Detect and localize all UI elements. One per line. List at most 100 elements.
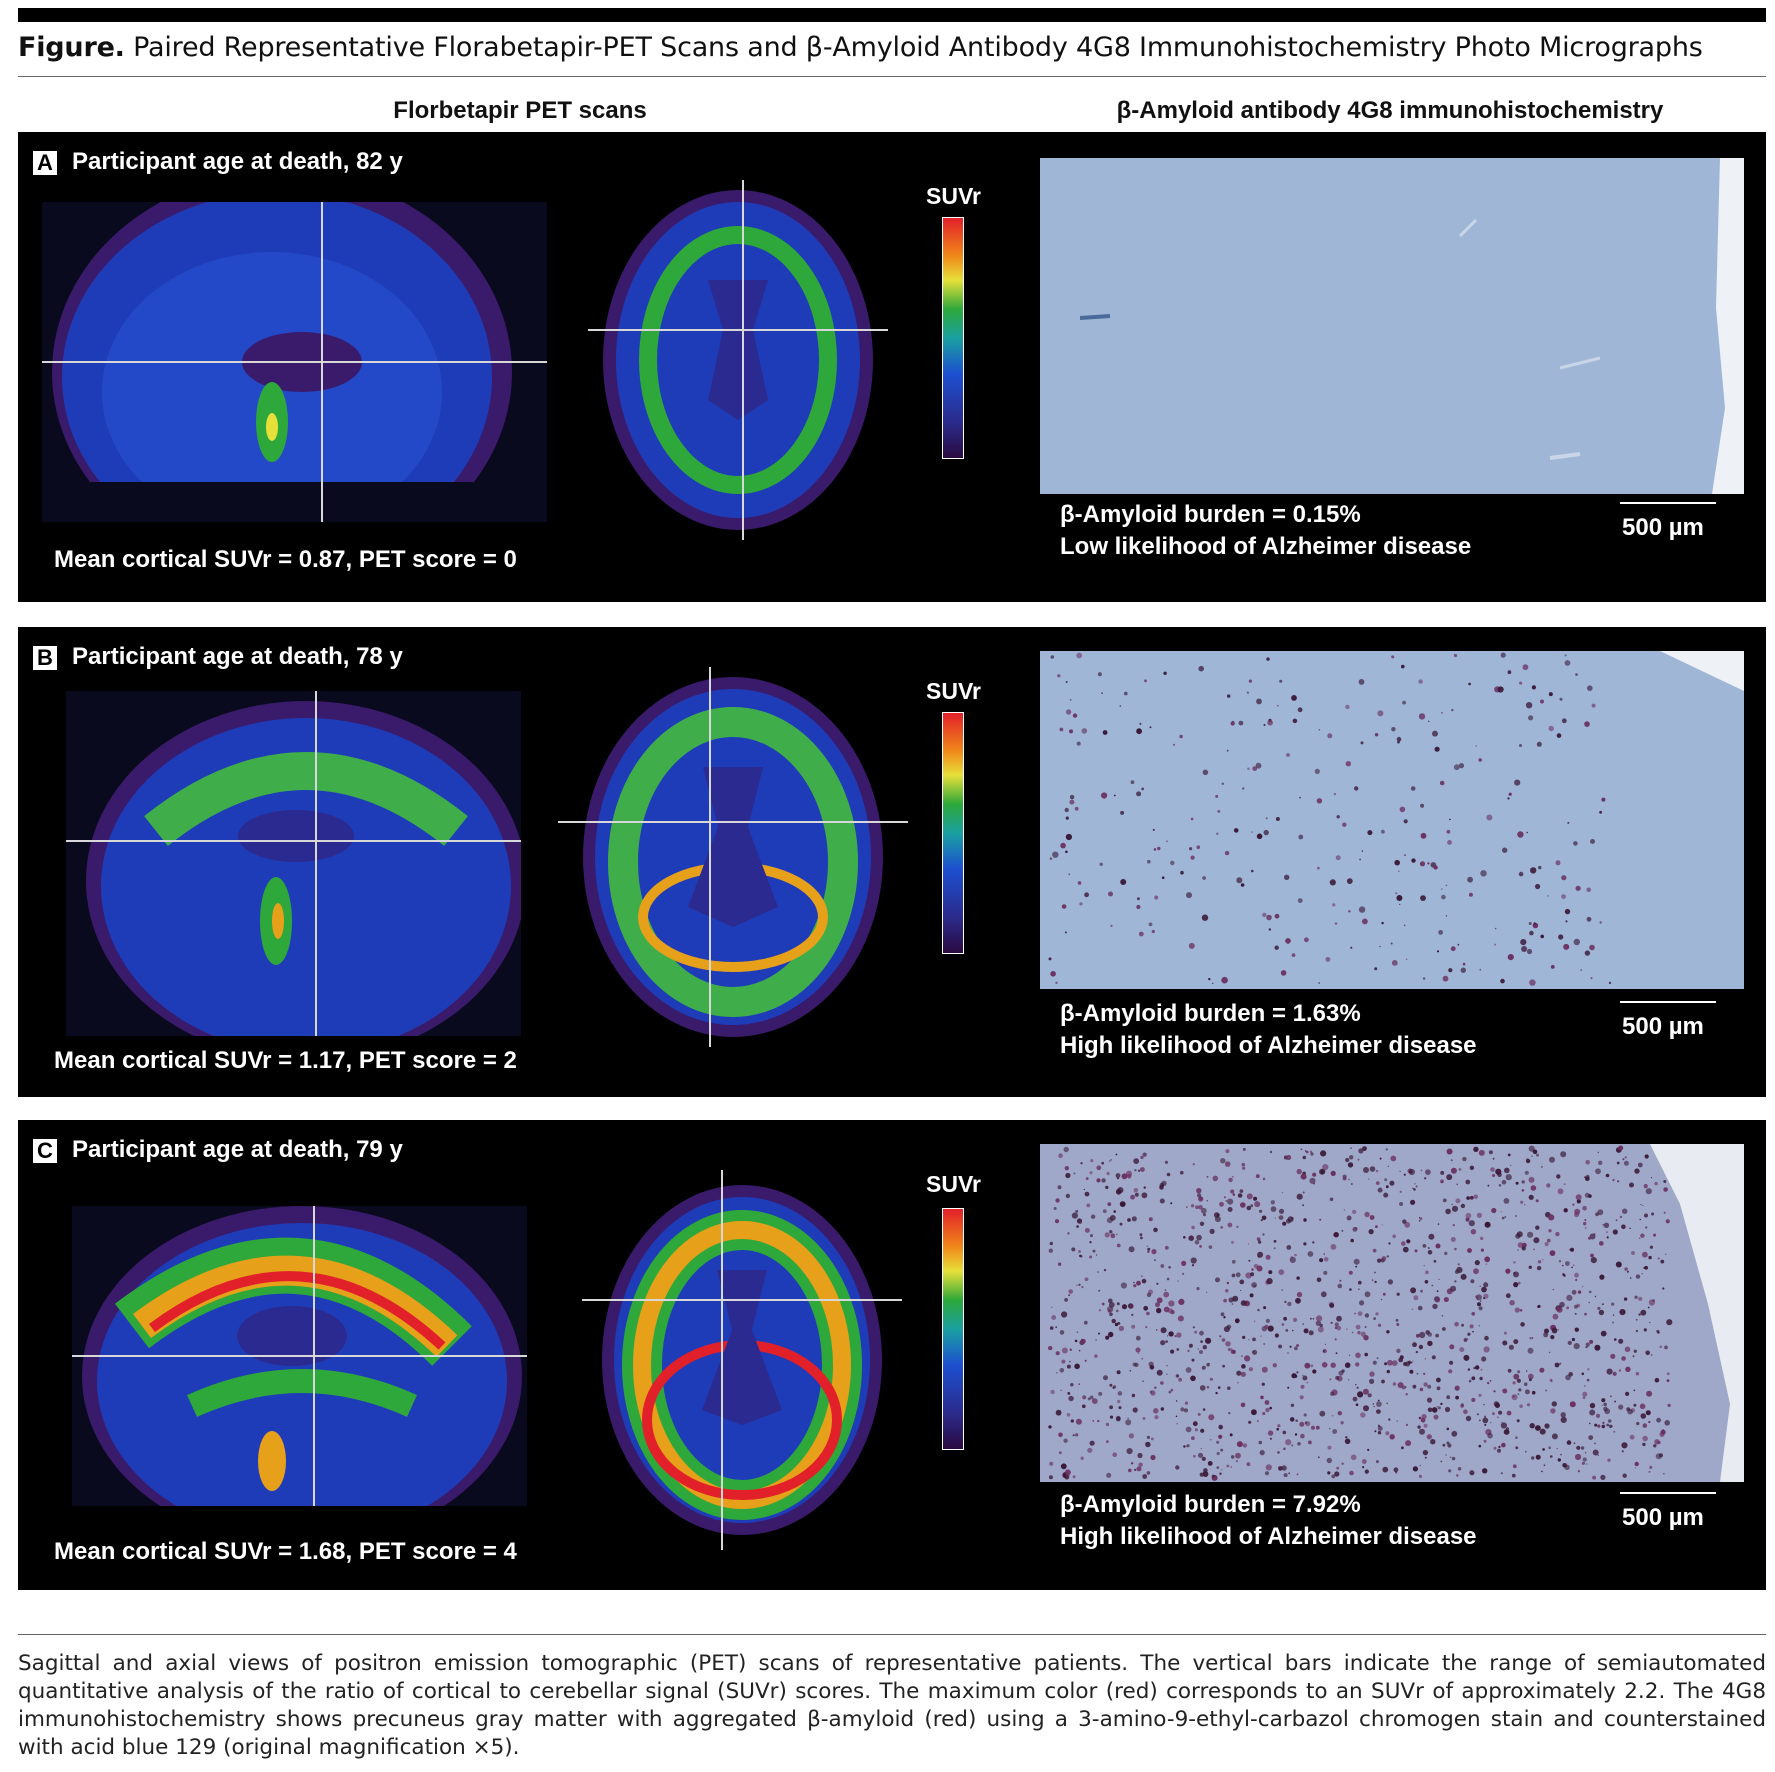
plaque-dot [1564, 654, 1567, 657]
panel-age: Participant age at death, 79 y [72, 1136, 403, 1163]
plaque-dot [1528, 1145, 1535, 1152]
plaque-dot [1266, 657, 1270, 661]
plaque-dot [1281, 1191, 1284, 1194]
plaque-dot [1622, 1158, 1625, 1161]
plaque-dot [1263, 829, 1269, 836]
plaque-dot [1346, 1215, 1352, 1221]
plaque-dot [1405, 1423, 1409, 1426]
plaque-dot [1242, 1443, 1248, 1448]
plaque-dot [1319, 1410, 1326, 1417]
plaque-dot [1115, 1153, 1118, 1156]
plaque-dot [1146, 1311, 1150, 1316]
plaque-dot [1502, 1340, 1508, 1346]
plaque-dot [1516, 1231, 1523, 1238]
plaque-dot [1493, 1446, 1497, 1450]
plaque-dot [1368, 1229, 1374, 1235]
plaque-dot [1195, 1205, 1199, 1209]
plaque-dot [1518, 871, 1524, 877]
plaque-dot [1056, 1372, 1058, 1374]
plaque-dot [1520, 1322, 1525, 1327]
plaque-dot [1467, 1332, 1471, 1336]
plaque-dot [1280, 970, 1287, 976]
plaque-dot [1269, 1406, 1272, 1410]
plaque-dot [1402, 700, 1406, 705]
plaque-dot [1528, 922, 1532, 925]
plaque-dot [1199, 1245, 1202, 1248]
plaque-dot [1597, 1424, 1601, 1428]
plaque-dot [1549, 1378, 1553, 1382]
plaque-dot [1130, 1194, 1135, 1200]
plaque-dot [1349, 1470, 1354, 1476]
plaque-dot [1219, 1201, 1224, 1207]
plaque-dot [1109, 1383, 1113, 1387]
plaque-dot [1506, 1410, 1512, 1416]
plaque-dot [1420, 803, 1425, 808]
plaque-dot [1163, 671, 1167, 675]
plaque-dot [1336, 1315, 1342, 1322]
plaque-dot [1208, 1362, 1210, 1365]
plaque-dot [1625, 1366, 1631, 1372]
plaque-dot [1176, 1348, 1180, 1351]
plaque-dot [1478, 1149, 1485, 1156]
plaque-dot [1065, 709, 1072, 715]
plaque-dot [1118, 1325, 1125, 1332]
plaque-dot [1441, 894, 1446, 900]
plaque-dot [1136, 904, 1141, 910]
plaque-dot [1106, 1472, 1112, 1478]
plaque-dot [1615, 1261, 1622, 1268]
plaque-dot [1507, 954, 1514, 961]
plaque-dot [1098, 1289, 1101, 1292]
plaque-dot [1528, 715, 1534, 721]
plaque-dot [1618, 1404, 1624, 1410]
plaque-dot [1311, 1425, 1315, 1430]
plaque-dot [1614, 1400, 1617, 1403]
plaque-dot [1631, 1251, 1635, 1255]
plaque-dot [1133, 1158, 1140, 1164]
plaque-dot [1585, 1342, 1590, 1347]
plaque-dot [1337, 1411, 1342, 1416]
plaque-dot [1080, 1338, 1086, 1344]
plaque-dot [1154, 1259, 1156, 1261]
plaque-dot [1166, 1172, 1171, 1177]
plaque-dot [1385, 1431, 1390, 1436]
plaque-dot [1190, 1375, 1196, 1382]
plaque-dot [1214, 1216, 1221, 1223]
plaque-dot [1478, 1393, 1482, 1397]
plaque-dot [1533, 1237, 1540, 1244]
plaque-dot [1373, 1317, 1376, 1320]
plaque-dot [1520, 939, 1527, 946]
plaque-dot [1362, 1146, 1367, 1151]
plaque-dot [1049, 1326, 1054, 1330]
plaque-dot [1611, 1302, 1615, 1306]
plaque-dot [1136, 728, 1142, 735]
plaque-dot [1390, 1155, 1397, 1162]
plaque-dot [1476, 1298, 1478, 1300]
plaque-dot [1116, 1233, 1118, 1235]
plaque-dot [1315, 1425, 1320, 1430]
panel-a: A Participant age at death, 82 y SUVr Me [18, 132, 1766, 602]
plaque-dot [1388, 1418, 1391, 1421]
plaque-dot [1300, 1384, 1305, 1389]
plaque-dot [1479, 1419, 1481, 1422]
plaque-dot [1626, 1270, 1629, 1273]
plaque-dot [1576, 1445, 1581, 1450]
plaque-dot [1564, 660, 1571, 666]
plaque-dot [1055, 1351, 1060, 1356]
plaque-dot [1070, 1383, 1074, 1387]
plaque-dot [1396, 1348, 1401, 1353]
plaque-dot [1069, 799, 1075, 805]
plaque-dot [1324, 1343, 1326, 1345]
plaque-dot [1375, 1460, 1379, 1464]
plaque-dot [1353, 1258, 1360, 1265]
plaque-dot [1183, 1236, 1186, 1239]
plaque-dot [1548, 1214, 1555, 1221]
plaque-dot [1267, 1430, 1274, 1436]
plaque-dot [1602, 1421, 1605, 1424]
plaque-dot [1587, 1368, 1590, 1371]
plaque-dot [1107, 1309, 1112, 1313]
plaque-dot [1176, 1332, 1182, 1338]
plaque-dot [1074, 1363, 1080, 1370]
plaque-dot [1530, 1185, 1537, 1191]
plaque-dot [1304, 1421, 1308, 1424]
plaque-dot [1491, 1207, 1497, 1214]
